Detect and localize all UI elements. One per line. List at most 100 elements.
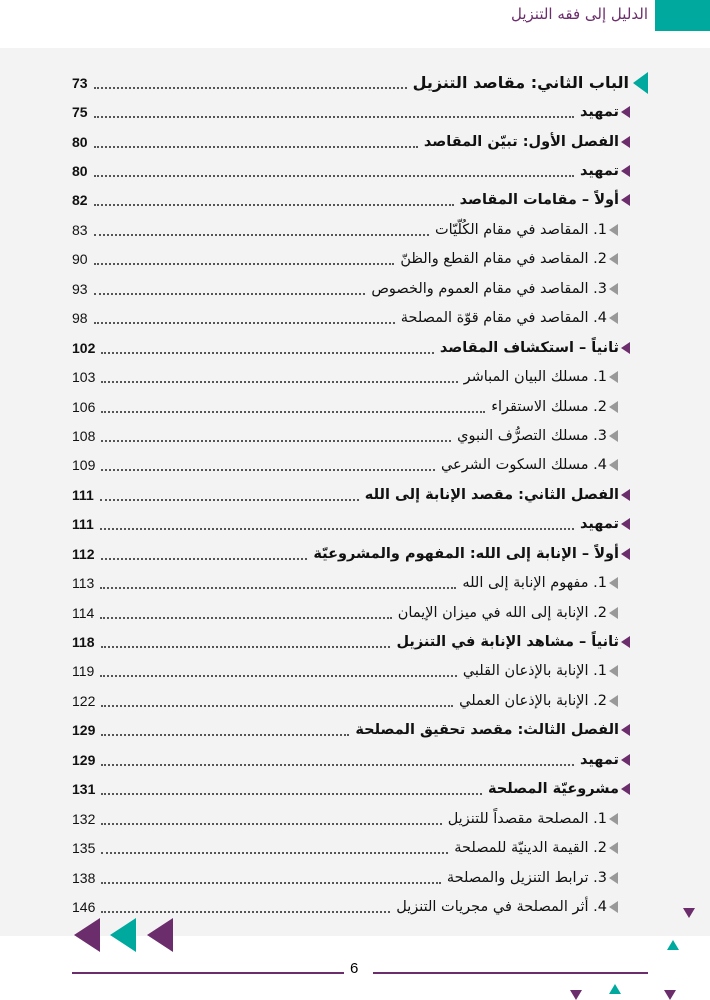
dot-leader xyxy=(93,253,395,266)
dot-leader xyxy=(93,283,366,295)
toc-entry[interactable]: مشروعيّة المصلحة 131 xyxy=(72,775,648,804)
toc-entry-page: 111 xyxy=(72,516,94,533)
footer-rule xyxy=(373,972,648,974)
toc-entry[interactable]: أولاً – مقامات المقاصد 82 xyxy=(72,186,648,215)
dot-leader xyxy=(101,754,574,766)
toc-entry-page: 129 xyxy=(72,722,96,739)
toc-entry[interactable]: ثانياً – مشاهد الإنابة في التنزيل 118 xyxy=(72,627,648,656)
toc-entry-title: 1. المقاصد في مقام الكُلّيّات xyxy=(435,221,607,238)
bullet-triangle-icon xyxy=(609,400,618,413)
back-arrow-icon[interactable] xyxy=(110,918,136,952)
toc-entry[interactable]: 1. المصلحة مقصداً للتنزيل 132 xyxy=(72,804,648,833)
toc-entry-page: 93 xyxy=(72,280,88,297)
dot-leader xyxy=(101,459,435,472)
dot-leader xyxy=(93,136,418,148)
toc-entry[interactable]: 1. المقاصد في مقام الكُلّيّات 83 xyxy=(72,215,648,244)
bullet-triangle-icon xyxy=(609,812,618,825)
toc-entry-page: 138 xyxy=(72,869,96,886)
dot-leader xyxy=(93,224,429,236)
dot-leader xyxy=(101,695,454,707)
toc-entry-page: 90 xyxy=(72,251,88,268)
bullet-triangle-icon xyxy=(609,459,618,472)
toc-entry-title: 4. مسلك السكوت الشرعي xyxy=(440,457,607,474)
toc-entry-title: 2. الإنابة بالإذعان العملي xyxy=(459,692,607,709)
dot-leader xyxy=(101,724,350,737)
toc-entry-page: 102 xyxy=(72,339,96,356)
toc-entry[interactable]: الفصل الثالث: مقصد تحقيق المصلحة 129 xyxy=(72,716,648,745)
toc-entry-title: تمهيد xyxy=(579,104,619,121)
toc-entry-title: 2. مسلك الاستقراء xyxy=(491,398,607,415)
toc-entry-title: أولاً – مقامات المقاصد xyxy=(459,192,619,209)
toc-entry[interactable]: 2. المقاصد في مقام القطع والظنّ 90 xyxy=(72,245,648,274)
toc-panel xyxy=(0,48,710,936)
toc-entry[interactable]: 3. المقاصد في مقام العموم والخصوص 93 xyxy=(72,274,648,303)
toc-entry[interactable]: تمهيد 111 xyxy=(72,510,648,539)
toc-entry[interactable]: الفصل الأول: تبيّن المقاصد 80 xyxy=(72,127,648,156)
toc-entry[interactable]: أولاً – الإنابة إلى الله: المفهوم والمشر… xyxy=(72,539,648,568)
toc-entry[interactable]: تمهيد 129 xyxy=(72,745,648,774)
toc-entry[interactable]: 4. أثر المصلحة في مجريات التنزيل 146 xyxy=(72,892,648,921)
toc-entry[interactable]: 2. القيمة الدينيّة للمصلحة 135 xyxy=(72,833,648,862)
dot-leader xyxy=(100,607,392,619)
toc-entry[interactable]: 1. مفهوم الإنابة إلى الله 113 xyxy=(72,568,648,597)
toc-entry-page: 135 xyxy=(72,840,96,857)
toc-entry[interactable]: 2. الإنابة بالإذعان العملي 122 xyxy=(72,686,648,715)
toc-entry[interactable]: 2. الإنابة إلى الله في ميزان الإيمان 114 xyxy=(72,598,648,627)
toc-entry-title: الباب الثاني: مقاصد التنزيل xyxy=(412,73,629,93)
dot-leader xyxy=(99,518,574,531)
toc-entry[interactable]: 2. مسلك الاستقراء 106 xyxy=(72,392,648,421)
triangle-decor-icon xyxy=(667,940,679,950)
toc-entry[interactable]: 4. مسلك السكوت الشرعي 109 xyxy=(72,451,648,480)
toc-entry-title: 2. المقاصد في مقام القطع والظنّ xyxy=(400,251,607,268)
dot-leader xyxy=(100,548,308,560)
bullet-triangle-icon xyxy=(609,312,618,325)
toc-entry-title: 3. مسلك التصرُّف النبوي xyxy=(457,427,607,444)
bullet-triangle-icon xyxy=(609,900,618,913)
bullet-triangle-icon xyxy=(621,194,630,207)
toc-entry-title: الفصل الثاني: مقصد الإنابة إلى الله xyxy=(364,486,619,503)
toc-entry[interactable]: الفصل الثاني: مقصد الإنابة إلى الله 111 xyxy=(72,480,648,509)
dot-leader xyxy=(101,342,434,354)
book-title: الدليل إلى فقه التنزيل xyxy=(510,5,648,23)
toc-entry-title: 3. المقاصد في مقام العموم والخصوص xyxy=(371,280,607,297)
footer-rule xyxy=(72,972,344,974)
toc-entry-page: 112 xyxy=(72,545,95,562)
bullet-triangle-icon xyxy=(621,547,630,560)
bullet-triangle-icon xyxy=(609,606,618,619)
toc-entry-page: 106 xyxy=(72,398,96,415)
bullet-triangle-icon xyxy=(609,223,618,236)
dot-leader xyxy=(101,783,482,796)
toc-entry-title: مشروعيّة المصلحة xyxy=(487,781,619,798)
toc-entry-page: 98 xyxy=(72,310,88,327)
back-arrow-icon[interactable] xyxy=(147,918,173,952)
toc-entry[interactable]: 4. المقاصد في مقام قوّة المصلحة 98 xyxy=(72,304,648,333)
toc-entry-page: 111 xyxy=(72,486,94,503)
dot-leader xyxy=(100,636,391,649)
toc-entry-title: الفصل الثالث: مقصد تحقيق المصلحة xyxy=(355,722,619,739)
toc-entry-page: 109 xyxy=(72,457,96,474)
back-arrow-icon[interactable] xyxy=(74,918,100,952)
bullet-triangle-icon xyxy=(609,694,618,707)
toc-entry[interactable]: ثانياً – استكشاف المقاصد 102 xyxy=(72,333,648,362)
bullet-triangle-icon xyxy=(609,842,618,855)
page-number: 6 xyxy=(350,960,359,977)
toc-entry-page: 119 xyxy=(72,663,95,680)
toc-entry-title: ثانياً – استكشاف المقاصد xyxy=(439,339,619,356)
toc-entry-page: 132 xyxy=(72,810,96,827)
toc-entry[interactable]: 3. ترابط التنزيل والمصلحة 138 xyxy=(72,863,648,892)
toc-entry-page: 73 xyxy=(72,74,88,91)
toc-entry[interactable]: 3. مسلك التصرُّف النبوي 108 xyxy=(72,421,648,450)
triangle-decor-icon xyxy=(664,990,676,1000)
toc-entry[interactable]: 1. مسلك البيان المباشر 103 xyxy=(72,362,648,391)
toc-entry-page: 75 xyxy=(72,104,88,121)
bullet-triangle-icon xyxy=(609,429,618,442)
toc-entry[interactable]: 1. الإنابة بالإذعان القلبي 119 xyxy=(72,657,648,686)
toc-entry[interactable]: تمهيد 80 xyxy=(72,156,648,185)
dot-leader xyxy=(101,401,486,413)
toc-entry[interactable]: الباب الثاني: مقاصد التنزيل 73 xyxy=(72,68,648,97)
toc-entry-title: 4. أثر المصلحة في مجريات التنزيل xyxy=(396,898,607,915)
bullet-triangle-icon xyxy=(621,488,630,501)
bullet-triangle-icon xyxy=(609,665,618,678)
dot-leader xyxy=(101,430,452,442)
toc-entry[interactable]: تمهيد 75 xyxy=(72,97,648,126)
